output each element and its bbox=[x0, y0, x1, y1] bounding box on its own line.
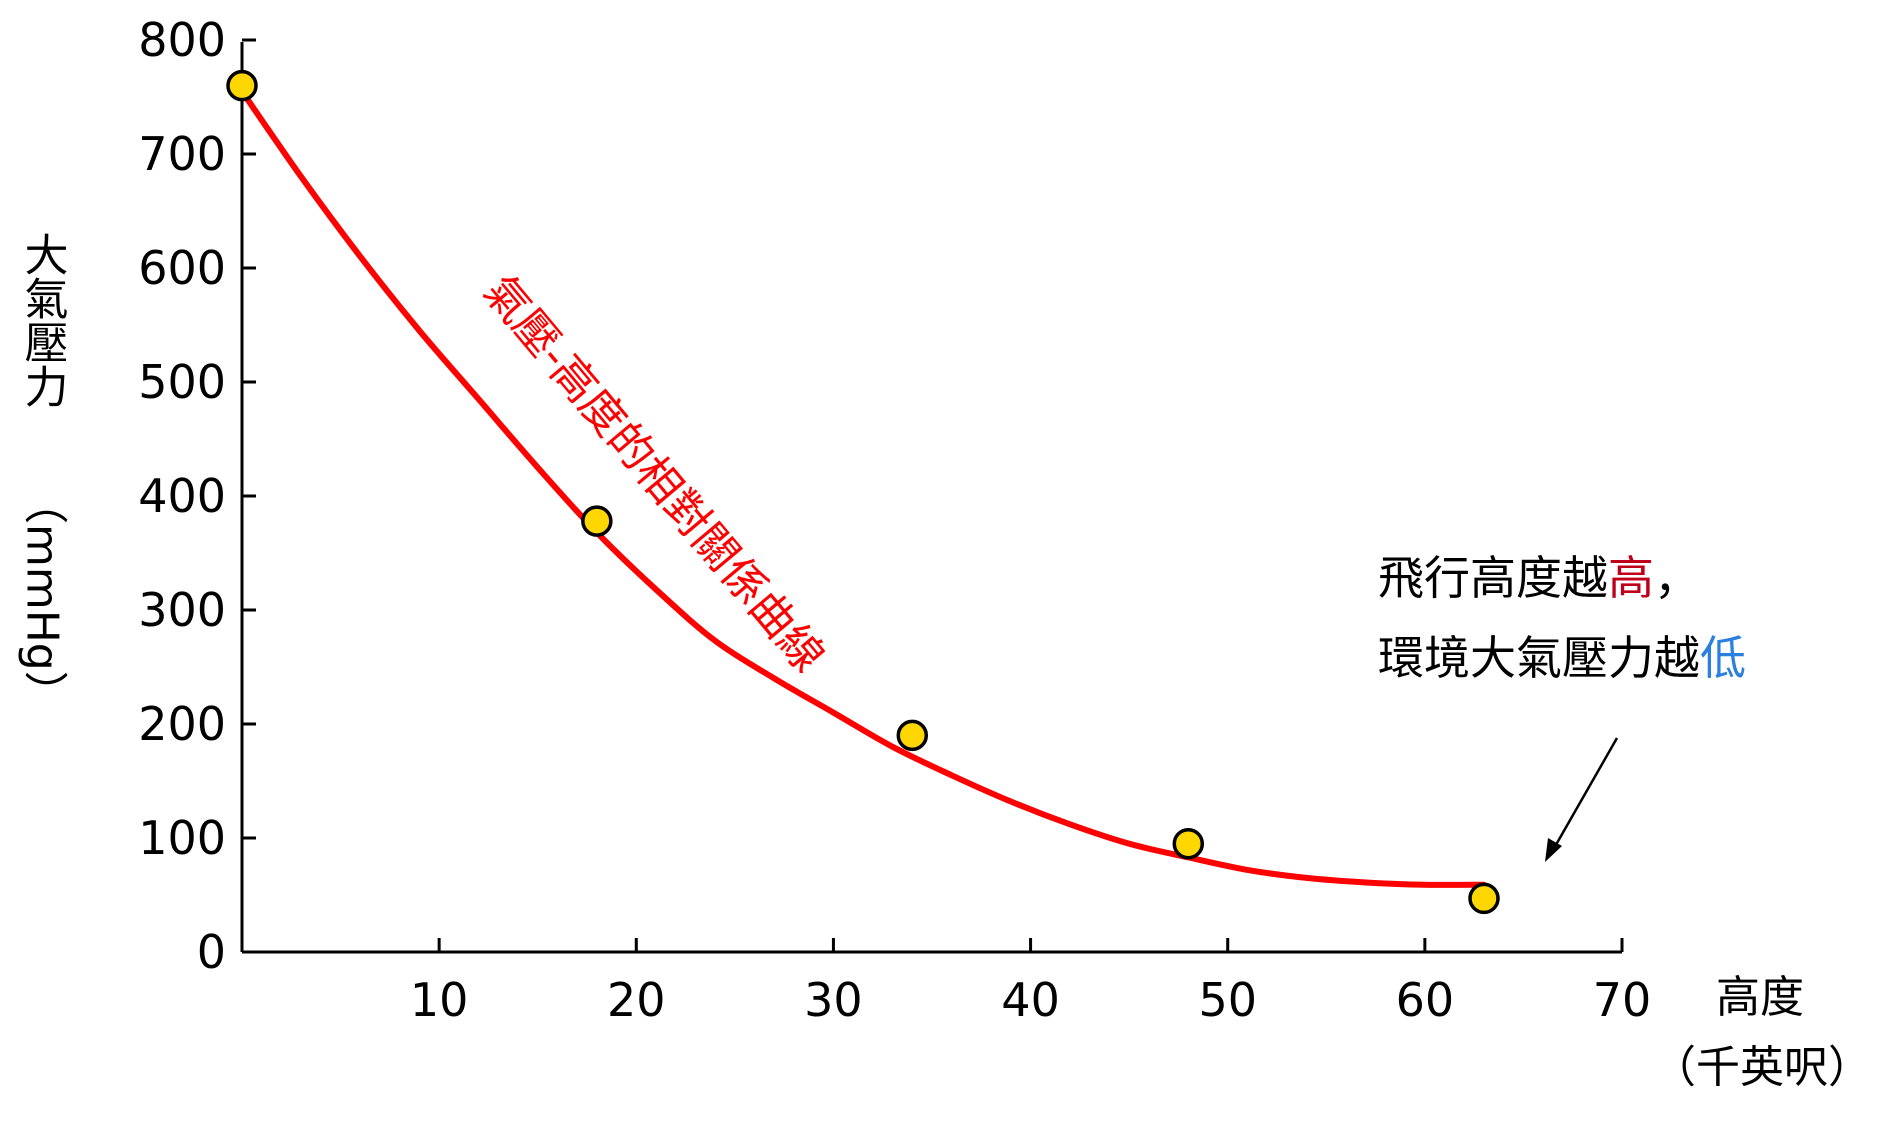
x-axis-unit: （千英呎） bbox=[1652, 1042, 1872, 1093]
x-tick-label: 40 bbox=[1001, 973, 1060, 1027]
y-tick-label: 0 bbox=[197, 925, 226, 979]
y-axis-ticks: 0 100 200 300 400 500 600 700 800 bbox=[138, 13, 256, 979]
y-axis-title: 大氣壓力 bbox=[17, 232, 68, 408]
y-axis-label: 大氣壓力 （mmHg） bbox=[17, 232, 68, 715]
data-point bbox=[1172, 827, 1205, 860]
y-tick-label: 200 bbox=[138, 697, 226, 751]
x-axis-title: 高度 bbox=[1716, 972, 1804, 1023]
data-points bbox=[226, 69, 1500, 915]
x-tick-label: 60 bbox=[1396, 973, 1455, 1027]
curve-label: 氣壓-高度的相對關係曲線 bbox=[474, 266, 834, 682]
x-tick-label: 50 bbox=[1198, 973, 1257, 1027]
annotation-line-2: 環境大氣壓力越低 bbox=[1378, 631, 1746, 685]
annotation-highlight-high: 高 bbox=[1608, 551, 1654, 605]
fit-curve bbox=[239, 88, 1487, 888]
data-point bbox=[1468, 882, 1500, 915]
data-point bbox=[581, 505, 613, 537]
y-tick-label: 100 bbox=[138, 811, 226, 865]
x-tick-label: 70 bbox=[1593, 973, 1652, 1027]
annotation: 飛行高度越高， 環境大氣壓力越低 bbox=[1378, 551, 1746, 862]
y-tick-label: 500 bbox=[138, 355, 226, 409]
data-point bbox=[896, 719, 929, 752]
y-tick-label: 800 bbox=[138, 13, 226, 67]
annotation-line-1: 飛行高度越高， bbox=[1378, 551, 1700, 605]
data-point bbox=[226, 69, 258, 102]
y-axis-unit: （mmHg） bbox=[17, 480, 68, 715]
annotation-line-1-suffix: ， bbox=[1654, 551, 1700, 605]
annotation-line-1-prefix: 飛行高度越 bbox=[1378, 551, 1608, 605]
x-tick-label: 20 bbox=[607, 973, 666, 1027]
y-tick-label: 300 bbox=[138, 583, 226, 637]
axes bbox=[240, 42, 1622, 954]
y-tick-label: 600 bbox=[138, 241, 226, 295]
annotation-arrow-head bbox=[1545, 838, 1562, 862]
annotation-line-2-prefix: 環境大氣壓力越 bbox=[1378, 631, 1700, 685]
annotation-arrow-line bbox=[1551, 737, 1619, 851]
annotation-highlight-low: 低 bbox=[1700, 631, 1746, 685]
y-tick-label: 700 bbox=[138, 127, 226, 181]
x-axis-ticks: 10 20 30 40 50 60 70 bbox=[410, 938, 1651, 1027]
x-tick-label: 10 bbox=[410, 973, 469, 1027]
y-tick-label: 400 bbox=[138, 469, 226, 523]
x-tick-label: 30 bbox=[804, 973, 863, 1027]
